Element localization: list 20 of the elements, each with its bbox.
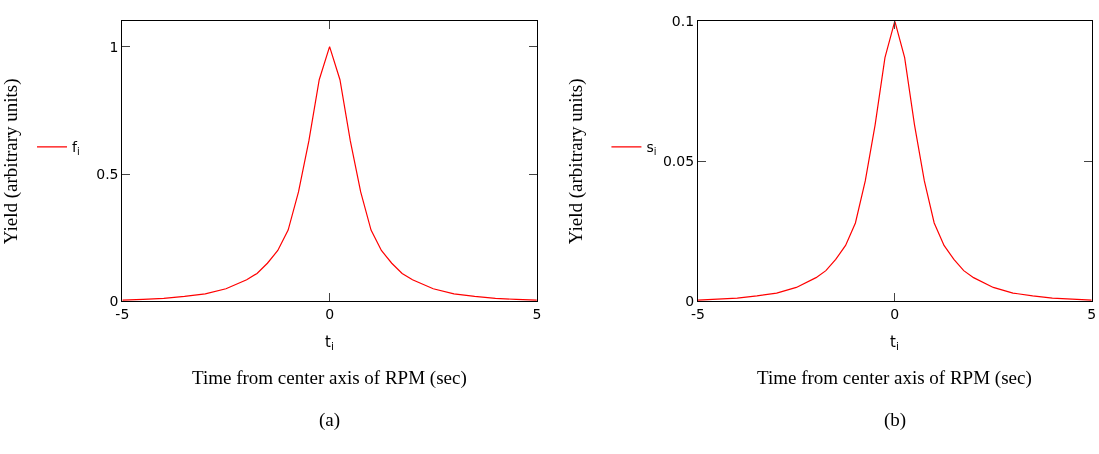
y-tick-label: 0.1 bbox=[671, 13, 695, 30]
x-tick-label: 5 bbox=[532, 306, 542, 323]
legend-label: s$_{i}$ bbox=[646, 139, 657, 158]
y-tick-label: 0.05 bbox=[662, 153, 695, 170]
text: t$_{i}$ bbox=[890, 333, 899, 353]
y-axis-title: Yield (arbitrary units) bbox=[0, 78, 22, 245]
legend-label: f$_{i}$ bbox=[72, 139, 80, 158]
y-tick-label: 0.5 bbox=[96, 165, 119, 182]
x-tick-label: 5 bbox=[1087, 306, 1097, 323]
x-tick-label: 0 bbox=[325, 306, 335, 323]
x-axis-title: Time from center axis of RPM (sec) bbox=[192, 367, 467, 389]
text: (a) bbox=[319, 409, 341, 431]
x-axis-title: Time from center axis of RPM (sec) bbox=[757, 367, 1032, 389]
y-axis-title: Yield (arbitrary units) bbox=[564, 78, 587, 245]
text: (b) bbox=[884, 409, 907, 431]
text: t$_{i}$ bbox=[325, 333, 334, 353]
y-tick-label: 1 bbox=[109, 38, 119, 55]
line-series bbox=[697, 21, 1092, 301]
x-tick-label: 0 bbox=[890, 306, 900, 323]
line-series bbox=[122, 46, 537, 301]
